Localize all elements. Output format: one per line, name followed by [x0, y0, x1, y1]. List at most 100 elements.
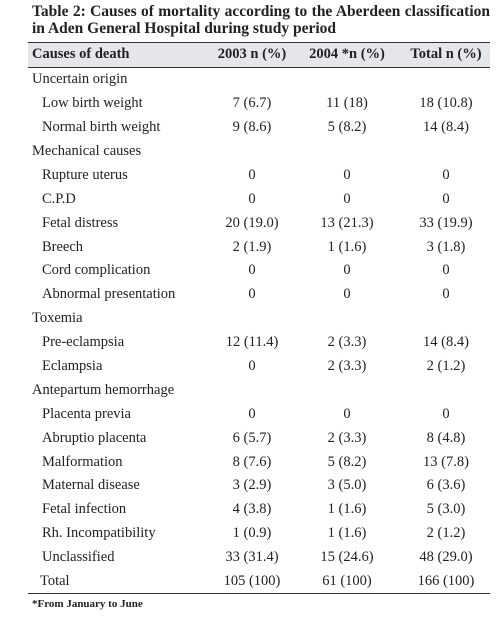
cell: 48 (29.0): [419, 549, 473, 566]
table-row: Abnormal presentation 0 0 0: [28, 283, 490, 307]
cell: 105 (100): [223, 573, 281, 590]
row-label: Eclampsia: [42, 358, 103, 375]
cell: 11 (18): [326, 95, 368, 112]
header-cell: 2004 *n (%): [309, 46, 385, 63]
cell: 0: [248, 166, 256, 183]
table-row: Cord complication 0 0 0: [28, 259, 490, 283]
cell: 2 (1.9): [232, 238, 272, 255]
table-row: C.P.D 0 0 0: [28, 187, 490, 211]
cell: 2 (3.3): [327, 429, 367, 446]
table-row: Maternal disease 3 (2.9) 3 (5.0) 6 (3.6): [28, 474, 490, 498]
table-row: Breech 2 (1.9) 1 (1.6) 3 (1.8): [28, 235, 490, 259]
cell: 0: [343, 405, 351, 422]
cell: 0: [248, 262, 256, 279]
cell: 0: [442, 166, 450, 183]
header-row: Causes of death 2003 n (%) 2004 *n (%) T…: [28, 42, 490, 68]
cell: 5 (8.2): [327, 119, 367, 136]
cell: 9 (8.6): [232, 119, 272, 136]
table-row: Rupture uterus 0 0 0: [28, 163, 490, 187]
table-row: Fetal infection 4 (3.8) 1 (1.6) 5 (3.0): [28, 498, 490, 522]
cell: 0: [248, 286, 256, 303]
cell: 5 (8.2): [327, 453, 367, 470]
cell: 0: [442, 190, 450, 207]
cell: 0: [442, 286, 450, 303]
row-label: Low birth weight: [42, 95, 143, 112]
cell: 4 (3.8): [232, 501, 272, 518]
cell: 2 (3.3): [327, 358, 367, 375]
cell: 13 (7.8): [423, 453, 469, 470]
header-cell: Causes of death: [32, 46, 130, 63]
cell: 166 (100): [417, 573, 475, 590]
row-label: Abnormal presentation: [42, 286, 176, 303]
table-row: Eclampsia 0 2 (3.3) 2 (1.2): [28, 355, 490, 379]
cell: 12 (11.4): [225, 334, 279, 351]
cell: 14 (8.4): [423, 334, 469, 351]
row-label: Cord complication: [42, 262, 151, 279]
cell: 2 (1.2): [426, 358, 466, 375]
table-title: Table 2: Causes of mortality according t…: [32, 3, 490, 37]
row-label: Rh. Incompatibility: [42, 525, 156, 542]
row-label: Abruptio placenta: [42, 429, 147, 446]
table-row: Normal birth weight 9 (8.6) 5 (8.2) 14 (8.4…: [28, 116, 490, 140]
mortality-table: Causes of death 2003 n (%) 2004 *n (%) T…: [28, 42, 490, 594]
footnote: *From January to June: [32, 598, 143, 610]
cell: 6 (5.7): [232, 429, 272, 446]
cell: 0: [442, 262, 450, 279]
cell: 0: [442, 405, 450, 422]
cell: 3 (5.0): [327, 477, 367, 494]
cell: 0: [248, 405, 256, 422]
table-row: Pre-eclampsia 12 (11.4) 2 (3.3) 14 (8.4): [28, 331, 490, 355]
cell: 0: [343, 166, 351, 183]
cell: 0: [248, 190, 256, 207]
cell: 0: [343, 262, 351, 279]
table-row: Mechanical causes: [28, 140, 490, 164]
cell: 1 (1.6): [327, 238, 367, 255]
cell: 33 (19.9): [419, 214, 473, 231]
cell: 8 (4.8): [426, 429, 466, 446]
table-row: Uncertain origin: [28, 67, 490, 91]
cell: 3 (2.9): [232, 477, 272, 494]
row-label: Fetal infection: [42, 501, 127, 518]
cell: 1 (1.6): [327, 501, 367, 518]
cell: 15 (24.6): [320, 549, 374, 566]
cell: 33 (31.4): [225, 549, 279, 566]
row-label: C.P.D: [42, 190, 76, 207]
cell: 1 (0.9): [232, 525, 272, 542]
table-body: Uncertain origin Low birth weight 7 (6.7) 1…: [28, 67, 490, 594]
row-label: Uncertain origin: [32, 71, 128, 88]
table-row: Rh. Incompatibility 1 (0.9) 1 (1.6) 2 (1.2): [28, 522, 490, 546]
row-label: Normal birth weight: [42, 119, 161, 136]
cell: 20 (19.0): [225, 214, 279, 231]
row-label: Antepartum hemorrhage: [32, 381, 175, 398]
row-label: Breech: [42, 238, 84, 255]
cell: 0: [343, 190, 351, 207]
row-label: Pre-eclampsia: [42, 334, 125, 351]
header-cell: Total n (%): [410, 46, 482, 63]
row-label: Placenta previa: [42, 405, 131, 422]
cell: 13 (21.3): [320, 214, 374, 231]
cell: 61 (100): [322, 573, 372, 590]
cell: 8 (7.6): [232, 453, 272, 470]
row-label: Rupture uterus: [42, 166, 128, 183]
cell: 6 (3.6): [426, 477, 466, 494]
cell: 7 (6.7): [232, 95, 272, 112]
cell: 18 (10.8): [419, 95, 473, 112]
header-cell: 2003 n (%): [217, 46, 287, 63]
table-row: Low birth weight 7 (6.7) 11 (18) 18 (10.8): [28, 92, 490, 116]
cell: 14 (8.4): [423, 119, 469, 136]
row-label: Malformation: [42, 453, 123, 470]
table-row: Antepartum hemorrhage: [28, 378, 490, 402]
row-label: Toxemia: [32, 310, 83, 327]
cell: 3 (1.8): [426, 238, 466, 255]
row-label: Mechanical causes: [32, 143, 142, 159]
table-row: Toxemia: [28, 307, 490, 331]
row-label: Fetal distress: [42, 214, 119, 231]
row-label: Total: [40, 573, 70, 590]
cell: 2 (1.2): [426, 525, 466, 542]
table-row: Abruptio placenta 6 (5.7) 2 (3.3) 8 (4.8): [28, 426, 490, 450]
table-row: Placenta previa 0 0 0: [28, 402, 490, 426]
table-row: Total 105 (100) 61 (100) 166 (100): [28, 570, 490, 594]
table-row: Fetal distress 20 (19.0) 13 (21.3) 33 (19.9…: [28, 211, 490, 235]
cell: 1 (1.6): [327, 525, 367, 542]
